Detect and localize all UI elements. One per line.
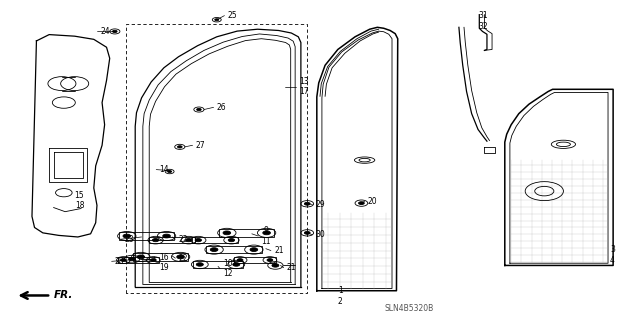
Text: 26: 26 (217, 103, 227, 112)
Circle shape (237, 259, 243, 262)
Text: 30: 30 (316, 230, 325, 239)
Circle shape (233, 263, 240, 266)
Circle shape (263, 231, 271, 235)
Circle shape (358, 202, 364, 204)
Circle shape (267, 259, 273, 262)
Circle shape (196, 108, 201, 111)
Circle shape (113, 30, 117, 33)
Circle shape (123, 234, 131, 238)
Text: 9
11: 9 11 (261, 226, 271, 246)
Text: 21: 21 (274, 246, 284, 255)
Text: 31
32: 31 32 (478, 11, 488, 31)
Circle shape (215, 19, 219, 21)
Text: 25: 25 (228, 11, 237, 20)
Circle shape (305, 232, 310, 234)
Text: 24: 24 (100, 27, 110, 36)
Circle shape (272, 264, 279, 267)
Bar (219, 229, 275, 237)
Text: 16
19: 16 19 (159, 253, 169, 272)
Bar (234, 257, 276, 263)
Text: 20: 20 (368, 197, 378, 206)
Circle shape (152, 239, 159, 242)
Bar (192, 237, 238, 243)
Circle shape (137, 255, 145, 259)
Circle shape (211, 248, 218, 251)
Bar (193, 261, 243, 268)
Circle shape (129, 257, 136, 261)
Text: 21: 21 (287, 263, 296, 272)
Circle shape (177, 255, 184, 259)
Circle shape (250, 248, 258, 251)
Text: 29: 29 (316, 200, 325, 209)
Circle shape (223, 231, 230, 235)
Circle shape (305, 202, 310, 205)
Bar (133, 253, 188, 261)
Text: 3
4: 3 4 (610, 245, 615, 265)
Circle shape (120, 259, 126, 262)
Text: 13
17: 13 17 (300, 77, 309, 96)
Bar (207, 246, 262, 253)
Text: 1
2: 1 2 (338, 286, 342, 306)
Text: 14: 14 (159, 165, 169, 174)
Bar (119, 232, 174, 240)
Text: 27: 27 (196, 141, 205, 150)
Circle shape (150, 259, 156, 262)
Text: 15
18: 15 18 (75, 191, 84, 210)
Text: 22: 22 (179, 235, 188, 244)
Circle shape (195, 239, 202, 242)
Circle shape (196, 263, 204, 266)
Circle shape (228, 239, 235, 242)
Bar (149, 237, 195, 243)
Text: 10
12: 10 12 (223, 259, 233, 278)
Circle shape (177, 146, 182, 148)
Text: SLN4B5320B: SLN4B5320B (385, 304, 434, 313)
Text: FR.: FR. (54, 291, 73, 300)
Text: 28: 28 (115, 257, 124, 266)
Bar (118, 257, 159, 263)
Circle shape (163, 234, 170, 238)
Text: 23: 23 (124, 235, 134, 244)
Circle shape (168, 171, 172, 173)
Text: 22: 22 (179, 254, 188, 263)
Circle shape (186, 239, 192, 242)
